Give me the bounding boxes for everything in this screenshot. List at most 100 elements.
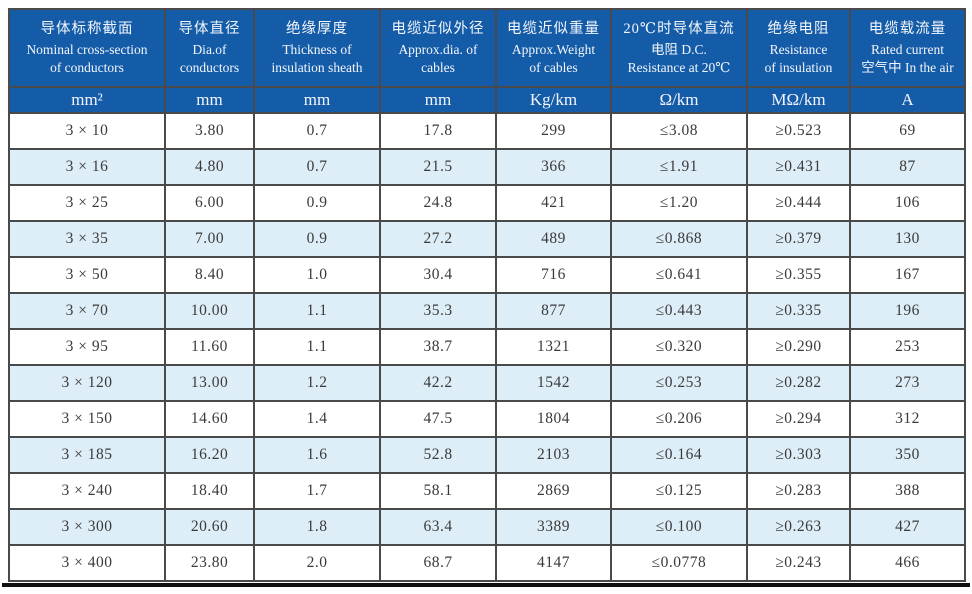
column-header-line: 20℃时导体直流: [623, 20, 735, 37]
bottom-rule: [2, 583, 970, 587]
value-cell: ≤0.641: [610, 256, 748, 294]
column-unit: Ω/km: [610, 86, 748, 114]
value-cell: ≤0.100: [610, 508, 748, 546]
table-row: 3 × 95 11.60 1.1 38.7 1321 ≤0.320 ≥0.290 253: [8, 328, 966, 366]
column-unit: mm: [164, 86, 255, 114]
value-cell: 27.2: [379, 220, 497, 258]
column-header-line: 绝缘电阻: [767, 20, 830, 37]
column-header-line: 电阻 D.C.: [651, 41, 707, 57]
table-row: 3 × 10 3.80 0.7 17.8 299 ≤3.08 ≥0.523 69: [8, 112, 966, 150]
spec-size-cell: 3 × 240: [8, 472, 166, 510]
value-cell: 1.8: [253, 508, 381, 546]
value-cell: 21.5: [379, 148, 497, 186]
value-cell: 0.7: [253, 148, 381, 186]
value-cell: ≤0.253: [610, 364, 748, 402]
spec-size-cell: 3 × 10: [8, 112, 166, 150]
value-cell: 1.4: [253, 400, 381, 438]
column-header: 绝缘厚度 Thickness of insulation sheath: [253, 8, 381, 88]
spec-size-cell: 3 × 50: [8, 256, 166, 294]
column-header-line: Rated current: [870, 41, 945, 57]
value-cell: 16.20: [164, 436, 255, 474]
column-unit: MΩ/km: [746, 86, 851, 114]
value-cell: 421: [495, 184, 612, 222]
value-cell: 2.0: [253, 544, 381, 582]
value-cell: 1804: [495, 400, 612, 438]
spec-size-cell: 3 × 35: [8, 220, 166, 258]
column-header-line: Nominal cross-section: [26, 41, 148, 57]
column-header-line: Dia.of: [192, 41, 227, 57]
spec-size-cell: 3 × 400: [8, 544, 166, 582]
column-unit: mm²: [8, 86, 166, 114]
column-header-line: of conductors: [50, 59, 124, 75]
table-row: 3 × 400 23.80 2.0 68.7 4147 ≤0.0778 ≥0.243 466: [8, 544, 966, 582]
value-cell: 7.00: [164, 220, 255, 258]
value-cell: 4147: [495, 544, 612, 582]
value-cell: 17.8: [379, 112, 497, 150]
table-row: 3 × 25 6.00 0.9 24.8 421 ≤1.20 ≥0.444 106: [8, 184, 966, 222]
value-cell: 106: [849, 184, 966, 222]
column-header-line: 电缆近似重量: [507, 20, 600, 37]
spec-size-cell: 3 × 185: [8, 436, 166, 474]
value-cell: 466: [849, 544, 966, 582]
column-header-line: 电缆载流量: [868, 20, 947, 37]
value-cell: 14.60: [164, 400, 255, 438]
value-cell: 87: [849, 148, 966, 186]
value-cell: ≥0.283: [746, 472, 851, 510]
column-header: 导体直径 Dia.of conductors: [164, 8, 255, 88]
value-cell: ≥0.355: [746, 256, 851, 294]
value-cell: 427: [849, 508, 966, 546]
value-cell: 167: [849, 256, 966, 294]
value-cell: 388: [849, 472, 966, 510]
value-cell: 1.0: [253, 256, 381, 294]
value-cell: 489: [495, 220, 612, 258]
column-header-line: 空气中 In the air: [861, 59, 954, 75]
spec-size-cell: 3 × 16: [8, 148, 166, 186]
column-header-line: of cables: [529, 59, 578, 75]
value-cell: ≤0.206: [610, 400, 748, 438]
value-cell: 8.40: [164, 256, 255, 294]
value-cell: 1.1: [253, 328, 381, 366]
value-cell: 2869: [495, 472, 612, 510]
value-cell: 0.7: [253, 112, 381, 150]
value-cell: 30.4: [379, 256, 497, 294]
value-cell: ≥0.379: [746, 220, 851, 258]
table-row: 3 × 120 13.00 1.2 42.2 1542 ≤0.253 ≥0.282 273: [8, 364, 966, 402]
value-cell: ≥0.431: [746, 148, 851, 186]
value-cell: 3389: [495, 508, 612, 546]
table-row: 3 × 240 18.40 1.7 58.1 2869 ≤0.125 ≥0.283 388: [8, 472, 966, 510]
value-cell: ≤3.08: [610, 112, 748, 150]
column-header-line: Resistance at 20℃: [627, 59, 731, 75]
value-cell: 273: [849, 364, 966, 402]
value-cell: 6.00: [164, 184, 255, 222]
value-cell: 0.9: [253, 184, 381, 222]
value-cell: 299: [495, 112, 612, 150]
value-cell: ≥0.282: [746, 364, 851, 402]
column-header: 电缆近似外径 Approx.dia. of cables: [379, 8, 497, 88]
table-row: 3 × 150 14.60 1.4 47.5 1804 ≤0.206 ≥0.294 312: [8, 400, 966, 438]
column-header-line: 绝缘厚度: [286, 20, 348, 37]
table-header: 导体标称截面 Nominal cross-section of conductors…: [8, 8, 966, 114]
column-header-line: insulation sheath: [271, 59, 363, 75]
value-cell: 38.7: [379, 328, 497, 366]
header-row-names: 导体标称截面 Nominal cross-section of conductors…: [8, 8, 966, 88]
value-cell: 1.6: [253, 436, 381, 474]
spec-size-cell: 3 × 300: [8, 508, 166, 546]
column-header-line: Approx.dia. of: [398, 41, 478, 57]
column-header-line: Approx.Weight: [511, 41, 596, 57]
table-row: 3 × 185 16.20 1.6 52.8 2103 ≤0.164 ≥0.303 350: [8, 436, 966, 474]
spec-size-cell: 3 × 25: [8, 184, 166, 222]
value-cell: ≥0.335: [746, 292, 851, 330]
column-header-line: of insulation: [764, 59, 833, 75]
header-row-units: mm² mm mm mm Kg/km Ω/km MΩ/km A: [8, 86, 966, 114]
value-cell: 877: [495, 292, 612, 330]
value-cell: ≤1.91: [610, 148, 748, 186]
value-cell: 63.4: [379, 508, 497, 546]
value-cell: 1.1: [253, 292, 381, 330]
table-row: 3 × 50 8.40 1.0 30.4 716 ≤0.641 ≥0.355 167: [8, 256, 966, 294]
value-cell: 1542: [495, 364, 612, 402]
value-cell: 13.00: [164, 364, 255, 402]
value-cell: 47.5: [379, 400, 497, 438]
value-cell: 0.9: [253, 220, 381, 258]
column-header-line: cables: [421, 59, 455, 75]
